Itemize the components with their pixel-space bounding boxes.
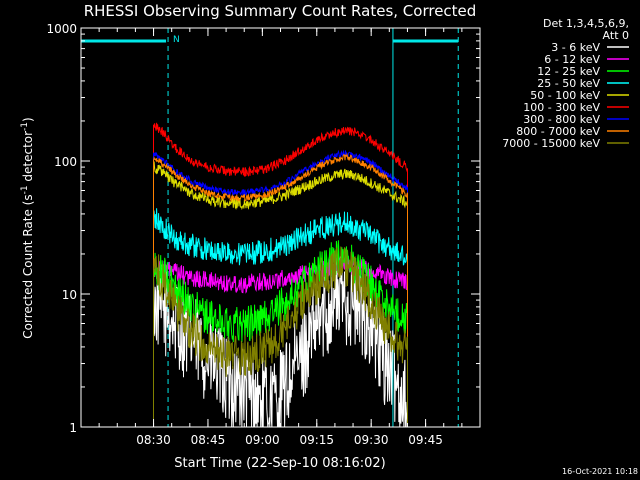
y-tick-label: 10 (62, 288, 77, 302)
x-tick-label: 09:15 (299, 433, 334, 447)
legend-label: 25 - 50 keV (537, 77, 600, 90)
legend-label: 300 - 800 keV (523, 113, 600, 126)
y-tick-label: 1 (69, 421, 77, 435)
y-tick-label: 1000 (46, 22, 77, 36)
series-line (153, 208, 408, 427)
x-tick-label: 09:45 (408, 433, 443, 447)
y-axis-label: Corrected Count Rate (s-1 detector-1) (20, 117, 35, 338)
x-axis-label: Start Time (22-Sep-10 08:16:02) (174, 456, 385, 471)
legend-header-1: Det 1,3,4,5,6,9, (543, 17, 629, 30)
series-line (153, 122, 408, 427)
timestamp: 16-Oct-2021 10:18 (562, 467, 638, 476)
saa-flag-label: N (173, 35, 180, 45)
series-line (153, 161, 408, 427)
y-tick-label: 100 (54, 155, 77, 169)
series-line (153, 149, 408, 427)
legend-label: 800 - 7000 keV (516, 125, 600, 138)
series-line (153, 152, 408, 427)
legend-label: 6 - 12 keV (544, 53, 600, 66)
x-tick-label: 08:45 (191, 433, 226, 447)
series-line (153, 246, 408, 427)
legend-header-2: Att 0 (603, 29, 629, 42)
legend-label: 12 - 25 keV (537, 65, 600, 78)
x-tick-label: 08:30 (136, 433, 171, 447)
legend-label: 50 - 100 keV (530, 89, 600, 102)
axes: 08:30 08:45 09:00 09:15 09:30 09:45 1 10 100 1000 (46, 22, 481, 447)
x-tick-label: 09:00 (245, 433, 280, 447)
chart-title: RHESSI Observing Summary Count Rates, Co… (84, 2, 477, 20)
legend-label: 7000 - 15000 keV (502, 137, 600, 150)
legend-label: 3 - 6 keV (551, 41, 600, 54)
x-tick-label: 09:30 (354, 433, 389, 447)
legend-label: 100 - 300 keV (523, 101, 600, 114)
series-group (153, 122, 408, 428)
saa-markers: N (80, 28, 459, 427)
